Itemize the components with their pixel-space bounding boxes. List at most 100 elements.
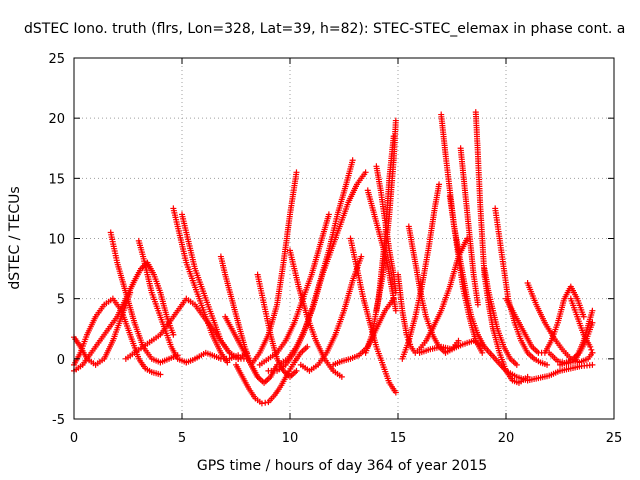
point-trail — [523, 333, 534, 348]
point-trail — [78, 345, 89, 360]
point-trail — [365, 189, 377, 216]
point-trail — [399, 309, 410, 336]
point-trail — [175, 225, 185, 246]
y-tick-label: -5 — [52, 413, 65, 428]
point-trail — [133, 345, 144, 355]
series-24 — [362, 133, 397, 356]
point-trail — [518, 375, 529, 385]
series-1 — [71, 259, 177, 374]
data-point — [293, 367, 300, 374]
data-point — [293, 169, 300, 176]
point-trail — [369, 297, 382, 336]
y-tick-label: 20 — [48, 112, 65, 127]
point-trail — [98, 327, 111, 342]
point-trail — [477, 201, 486, 240]
data-point — [589, 319, 596, 326]
data-point — [392, 307, 399, 314]
point-trail — [412, 285, 425, 318]
point-trail — [423, 316, 435, 336]
point-trail — [495, 328, 506, 348]
point-trail — [115, 297, 128, 318]
point-trail — [504, 297, 515, 312]
point-trail — [158, 321, 171, 336]
point-trail — [188, 249, 198, 270]
point-trail — [568, 297, 580, 318]
y-tick-labels: -5 0 5 10 15 20 25 — [48, 52, 65, 428]
point-trail — [473, 339, 485, 354]
point-trail — [223, 315, 234, 330]
point-trail — [192, 354, 201, 362]
point-trail — [419, 249, 431, 288]
point-trail — [386, 135, 397, 180]
point-trail — [382, 177, 393, 240]
point-trail — [588, 346, 595, 353]
point-trail — [578, 356, 589, 365]
data-point — [455, 337, 462, 344]
point-trail — [287, 171, 300, 216]
point-trail — [210, 327, 223, 342]
point-trail — [497, 352, 509, 372]
point-trail — [249, 351, 262, 366]
x-tick-labels: 0 5 10 15 20 25 — [70, 431, 622, 446]
series-8 — [122, 295, 250, 362]
point-trail — [537, 373, 550, 381]
point-trail — [292, 351, 303, 364]
series-13 — [248, 169, 300, 368]
series-11 — [222, 313, 261, 380]
y-axis-title: dSTEC / TECUs — [7, 186, 23, 289]
point-trail — [555, 297, 567, 324]
point-trail — [512, 322, 524, 342]
point-trail — [486, 303, 496, 330]
point-trail — [533, 357, 542, 365]
point-trail — [332, 359, 343, 367]
point-trail — [192, 267, 204, 288]
point-trail — [501, 345, 513, 360]
point-trail — [374, 346, 386, 366]
point-trail — [144, 366, 153, 374]
series-38 — [567, 295, 596, 356]
point-trail — [374, 309, 388, 330]
series-39 — [557, 319, 596, 368]
point-trail — [211, 353, 222, 361]
data-point — [544, 361, 551, 368]
point-trail — [300, 363, 311, 373]
point-trail — [198, 351, 207, 359]
point-trail — [280, 213, 293, 264]
point-trail — [110, 315, 124, 342]
point-trail — [210, 333, 223, 354]
point-trail — [308, 363, 319, 373]
point-trail — [107, 315, 119, 330]
point-trail — [570, 363, 583, 371]
series-34 — [481, 265, 520, 368]
x-tick-label: 10 — [282, 431, 299, 446]
point-trail — [151, 273, 163, 294]
point-trail — [176, 356, 188, 365]
point-trail — [552, 336, 564, 351]
point-trail — [490, 327, 502, 354]
point-trail — [511, 378, 520, 386]
point-trail — [355, 171, 368, 186]
point-trail — [469, 316, 481, 336]
series-33 — [492, 205, 551, 368]
data-points — [71, 109, 596, 407]
point-trail — [268, 367, 278, 374]
point-trail — [373, 165, 384, 192]
point-trail — [84, 315, 98, 336]
point-trail — [548, 368, 561, 378]
point-trail — [150, 356, 162, 365]
point-trail — [496, 237, 507, 270]
point-trail — [179, 213, 189, 234]
point-trail — [179, 243, 189, 264]
point-trail — [311, 273, 325, 306]
point-trail — [222, 273, 235, 300]
point-trail — [526, 351, 536, 361]
point-trail — [387, 381, 398, 394]
point-trail — [309, 243, 323, 276]
data-point — [157, 371, 164, 378]
point-trail — [395, 273, 406, 312]
point-trail — [255, 273, 267, 306]
data-point — [390, 133, 397, 140]
point-trail — [333, 309, 347, 336]
point-trail — [363, 334, 375, 354]
point-trail — [236, 339, 247, 354]
